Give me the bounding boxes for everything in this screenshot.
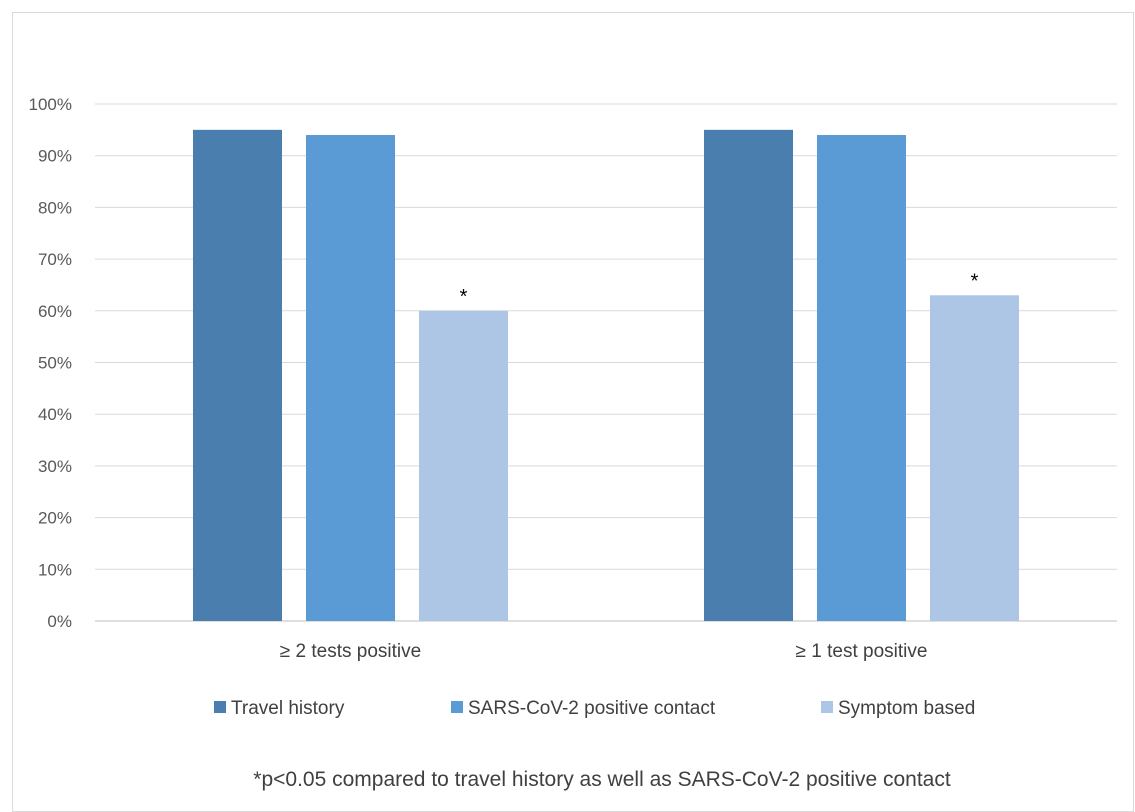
legend-swatch — [214, 701, 226, 713]
x-category-label: ≥ 2 tests positive — [280, 641, 421, 662]
legend-swatch — [451, 701, 463, 713]
footnote: *p<0.05 compared to travel history as we… — [253, 768, 951, 791]
y-tick-label: 10% — [38, 560, 72, 579]
y-tick-label: 80% — [38, 198, 72, 217]
legend-label: Symptom based — [838, 698, 975, 719]
y-tick-label: 40% — [38, 405, 72, 424]
y-tick-label: 20% — [38, 509, 72, 528]
y-axis-ticks: 0% 10% 20% 30% 40% 50% 60% 70% 80% 90% 100% — [29, 95, 72, 631]
y-tick-label: 60% — [38, 302, 72, 321]
legend-swatch — [821, 701, 833, 713]
significance-markers: ** — [460, 270, 979, 308]
bar-symptom-based — [930, 295, 1019, 621]
y-tick-label: 50% — [38, 354, 72, 373]
y-tick-label: 0% — [47, 612, 72, 631]
y-tick-label: 70% — [38, 250, 72, 269]
legend-label: SARS-CoV-2 positive contact — [468, 698, 716, 719]
significance-asterisk: * — [460, 286, 468, 308]
bar-travel-history — [193, 129, 282, 621]
bar-sars-cov-2-positive-contact — [306, 135, 395, 621]
x-axis-categories: ≥ 2 tests positive ≥ 1 test positive — [280, 641, 928, 662]
legend: Travel history SARS-CoV-2 positive contac… — [214, 698, 975, 719]
legend-label: Travel history — [231, 698, 345, 719]
y-tick-label: 90% — [38, 147, 72, 166]
significance-asterisk: * — [971, 270, 979, 292]
bar-symptom-based — [419, 310, 508, 621]
y-tick-label: 30% — [38, 457, 72, 476]
bar-sars-cov-2-positive-contact — [817, 135, 906, 621]
bar-travel-history — [704, 129, 793, 621]
x-category-label: ≥ 1 test positive — [796, 641, 928, 662]
bars — [193, 129, 1019, 621]
y-tick-label: 100% — [29, 95, 72, 114]
